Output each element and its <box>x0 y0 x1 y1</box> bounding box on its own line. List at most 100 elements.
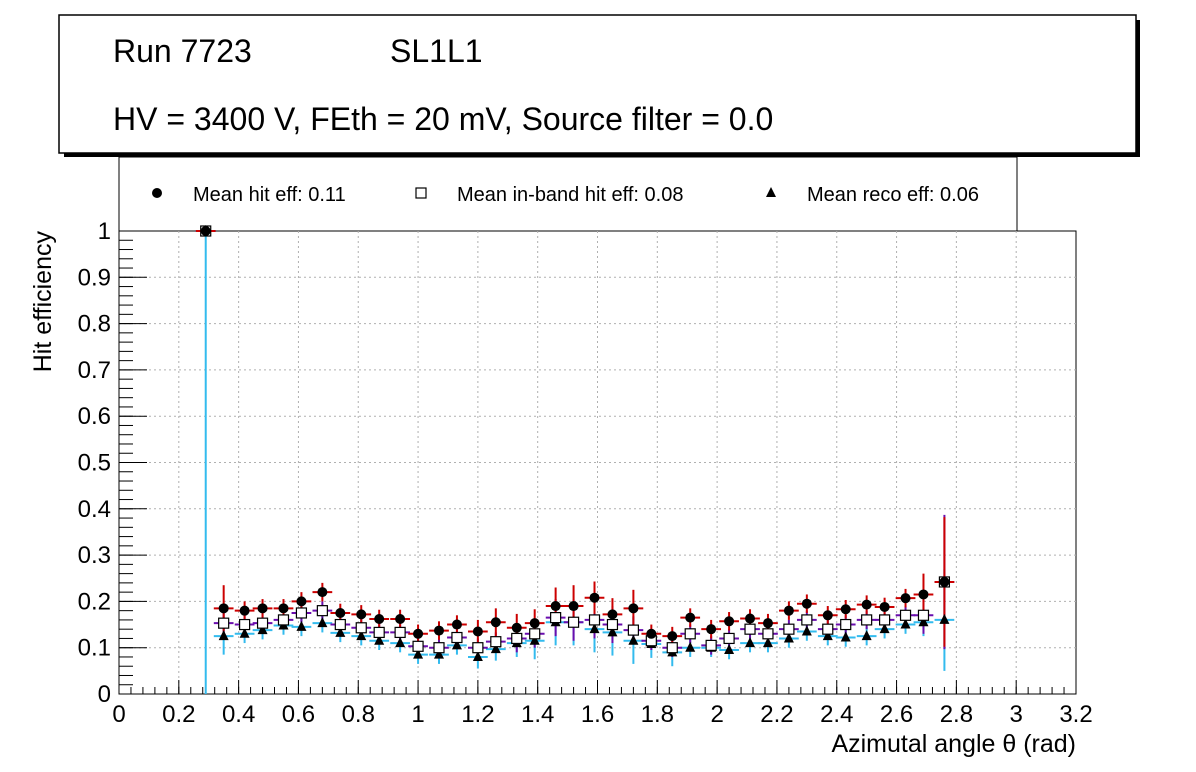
y-tick-label: 0.4 <box>78 496 111 523</box>
inband-eff-point <box>917 609 930 621</box>
x-tick-label: 2.2 <box>760 701 793 728</box>
inband-eff-point <box>256 617 269 629</box>
reco-eff-point <box>745 637 756 648</box>
hit-eff-point <box>356 609 367 620</box>
reco-eff-point <box>413 648 424 659</box>
reco-eff-point <box>918 616 929 627</box>
y-tick-label: 0.6 <box>78 403 111 430</box>
hit-eff-point <box>568 601 579 612</box>
legend-triangle-marker <box>766 187 776 197</box>
inband-eff-point <box>588 614 601 626</box>
reco-eff-point <box>822 630 833 641</box>
reco-eff-point <box>589 623 600 634</box>
x-tick-label: 2.6 <box>880 701 913 728</box>
hit-eff-point <box>529 618 540 629</box>
y-tick-label: 0.3 <box>78 542 111 569</box>
reco-eff-point <box>762 637 773 648</box>
hit-eff-point <box>900 593 911 604</box>
x-tick-label: 2 <box>710 701 723 728</box>
hit-eff-point <box>801 598 812 609</box>
inband-eff-point <box>822 623 834 635</box>
reco-eff-point <box>490 643 501 654</box>
reco-eff-point <box>335 626 346 637</box>
hit-eff-point <box>607 609 618 620</box>
hit-eff-point <box>296 596 307 607</box>
reco-eff-point <box>607 626 618 637</box>
inband-eff-point <box>511 632 523 645</box>
hit-eff-point <box>783 605 794 616</box>
hit-eff-point <box>433 625 444 636</box>
reco-eff-point <box>239 627 250 638</box>
reco-eff-point <box>724 644 735 655</box>
legend-circle-marker <box>152 188 162 198</box>
reco-eff-point <box>356 630 367 641</box>
reco-eff-point <box>433 648 444 659</box>
hit-eff-point <box>374 613 385 624</box>
reco-eff-point <box>685 641 696 652</box>
reco-eff-point <box>840 631 851 642</box>
hit-eff-point <box>589 592 600 603</box>
reco-eff-point <box>218 630 229 641</box>
hit-eff-point <box>490 617 501 628</box>
inband-eff-point <box>840 618 852 631</box>
run-label: Run 7723 <box>113 33 252 69</box>
hit-eff-point <box>472 626 483 637</box>
legend-hit-label: Mean hit eff: 0.11 <box>193 184 346 206</box>
x-tick-label: 1.8 <box>641 701 674 728</box>
reco-eff-point <box>374 634 385 645</box>
inband-eff-point <box>744 623 756 635</box>
inband-eff-point <box>334 618 346 631</box>
hit-eff-point <box>257 603 268 614</box>
reco-eff-point <box>529 634 540 645</box>
legend-reco-label: Mean reco eff: 0.06 <box>807 184 979 206</box>
reco-eff-point <box>257 624 268 635</box>
hit-eff-point <box>762 618 773 629</box>
x-tick-label: 1.4 <box>521 701 554 728</box>
y-axis-title: Hit efficiency <box>29 231 57 373</box>
reco-eff-point <box>628 634 639 645</box>
hit-eff-point <box>667 631 678 642</box>
inband-eff-point <box>373 626 385 639</box>
inband-eff-point <box>394 626 406 639</box>
hit-eff-point <box>918 589 929 600</box>
y-tick-label: 0 <box>98 681 111 708</box>
inband-eff-point <box>762 628 774 640</box>
inband-eff-point <box>666 642 678 654</box>
inband-eff-point <box>801 614 813 626</box>
hit-eff-point <box>861 599 872 610</box>
inband-eff-point <box>606 618 619 631</box>
inband-eff-point <box>490 636 502 648</box>
reco-eff-point <box>472 650 483 661</box>
inband-eff-point <box>316 605 328 617</box>
hit-eff-point <box>646 628 657 639</box>
reco-eff-point <box>861 630 872 641</box>
y-tick-label: 0.8 <box>78 311 111 338</box>
inband-eff-point <box>878 614 891 626</box>
x-tick-label: 1.6 <box>581 701 614 728</box>
inband-eff-point <box>295 607 308 619</box>
legend-inband-label: Mean in-band hit eff: 0.08 <box>457 184 683 206</box>
hit-eff-point <box>278 603 289 614</box>
reco-eff-point <box>451 639 462 650</box>
x-axis-title: Azimutal angle θ (rad) <box>831 730 1076 758</box>
layer-label: SL1L1 <box>390 33 483 69</box>
hit-eff-point <box>200 226 211 236</box>
x-tick-label: 3 <box>1010 701 1023 728</box>
inband-eff-point <box>412 640 424 652</box>
reco-eff-point <box>296 620 307 631</box>
hit-eff-point <box>511 622 522 633</box>
y-tick-label: 1 <box>98 218 111 245</box>
conditions-label: HV = 3400 V, FEth = 20 mV, Source filter… <box>113 101 773 137</box>
inband-eff-point <box>277 614 290 626</box>
hit-eff-point <box>218 603 229 614</box>
x-tick-label: 0.6 <box>282 701 315 728</box>
hit-eff-point <box>724 616 735 627</box>
reco-eff-point <box>395 637 406 648</box>
inband-eff-point <box>239 618 251 631</box>
inband-eff-point <box>472 642 484 654</box>
reco-eff-point <box>900 618 911 629</box>
hit-eff-point <box>317 587 328 598</box>
inband-eff-point <box>705 639 717 651</box>
x-tick-label: 2.8 <box>940 701 973 728</box>
